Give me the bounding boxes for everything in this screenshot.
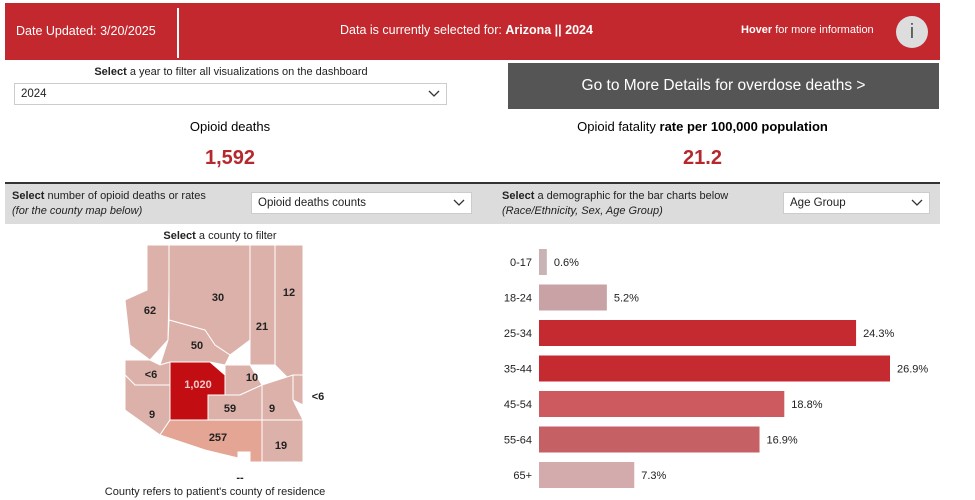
value-label: 24.3% <box>863 328 894 340</box>
county-label: -- <box>236 472 244 484</box>
county-label: <6 <box>145 369 158 381</box>
chevron <box>453 199 465 206</box>
year-selected: 2024 <box>21 88 47 100</box>
county-label: <6 <box>312 391 325 403</box>
county[interactable] <box>274 244 304 381</box>
category-label: 25-34 <box>504 328 532 340</box>
year-filter-text: a year to filter all visualizations on t… <box>129 66 368 78</box>
county-label: 50 <box>191 340 203 352</box>
info-icon[interactable]: i <box>896 16 928 48</box>
county-label: 9 <box>149 409 155 421</box>
county-label: 12 <box>283 287 295 299</box>
kpi-value: 1,592 <box>204 147 256 169</box>
map-title-text: a county to filter <box>198 230 277 242</box>
county-label: 59 <box>224 403 236 415</box>
map-title: Select a county to filter <box>100 230 340 242</box>
selection-prefix: Data is currently selected for: <box>340 23 502 37</box>
county-label: 9 <box>269 403 275 415</box>
measure-dropdown[interactable]: Opioid deaths counts <box>251 192 472 214</box>
details-button[interactable]: Go to More Details for overdose deaths > <box>508 63 939 109</box>
bar[interactable] <box>539 462 635 488</box>
selection: Arizona || 2024 <box>505 23 593 37</box>
kpi-label-bold: rate per 100,000 population <box>659 119 828 134</box>
value-label: 0.6% <box>554 257 579 269</box>
category-label: 65+ <box>513 470 532 482</box>
measure-text: number of opioid deaths or rates <box>47 190 206 202</box>
county[interactable] <box>292 374 304 406</box>
value-label: 16.9% <box>767 435 798 447</box>
kpi-label: Opioid fatality rate per 100,000 populat… <box>470 119 935 134</box>
category-label: 18-24 <box>504 293 532 305</box>
bar[interactable] <box>539 249 547 275</box>
bar[interactable] <box>539 320 857 346</box>
chevron <box>911 199 923 206</box>
measure-selected: Opioid deaths counts <box>258 197 367 209</box>
bar[interactable] <box>539 284 607 311</box>
county[interactable] <box>124 244 170 361</box>
county-label: 30 <box>212 292 224 304</box>
bar[interactable] <box>539 355 890 382</box>
county-label: 21 <box>256 321 268 333</box>
year-filter-label: Select a year to filter all visualizatio… <box>0 66 462 78</box>
demographic-selected: Age Group <box>790 197 846 209</box>
county[interactable] <box>261 419 304 463</box>
value-label: 7.3% <box>641 470 666 482</box>
map-title-bold: Select <box>163 230 196 242</box>
kpi-label: Opioid deaths <box>189 119 271 134</box>
measure-note: (for the county map below) <box>12 205 143 217</box>
selection-info: Data is currently selected for: Arizona … <box>340 23 593 37</box>
demographic-text: a demographic for the bar charts below <box>537 190 729 202</box>
year-dropdown[interactable]: 2024 <box>14 83 447 105</box>
kpi-value: 21.2 <box>683 147 722 169</box>
value-label: 26.9% <box>897 364 928 376</box>
header-bar <box>5 3 940 60</box>
demographic-note: (Race/Ethnicity, Sex, Age Group) <box>502 205 663 217</box>
county-label: 10 <box>246 372 258 384</box>
hover-info: Hover for more information <box>741 24 874 36</box>
county-label: 257 <box>209 432 227 444</box>
measure-bold: Select <box>12 190 45 202</box>
county[interactable] <box>249 244 276 366</box>
county[interactable] <box>159 319 231 366</box>
category-label: 0-17 <box>510 257 532 269</box>
bar[interactable] <box>539 391 785 417</box>
date-updated: Date Updated: 3/20/2025 <box>16 24 156 38</box>
county-label: 19 <box>275 440 287 452</box>
year-filter-bold: Select <box>94 66 127 78</box>
county[interactable] <box>237 451 251 463</box>
map-footnote: County refers to patient's county of res… <box>104 486 326 498</box>
category-label: 55-64 <box>504 435 532 447</box>
value-label: 18.8% <box>791 399 822 411</box>
hover-bold: Hover <box>741 24 773 36</box>
demographic-bold: Select <box>502 190 535 202</box>
divider <box>177 8 179 58</box>
county-label: 62 <box>144 305 156 317</box>
chevron <box>428 90 440 97</box>
county[interactable] <box>207 384 263 421</box>
bar[interactable] <box>539 426 760 453</box>
measure-filter-label: Select number of opioid deaths or rates <box>12 190 206 202</box>
kpi-label-text: Opioid fatality <box>577 119 656 134</box>
demographic-dropdown[interactable]: Age Group <box>783 192 930 214</box>
hover-text: for more information <box>775 24 874 36</box>
category-label: 35-44 <box>504 364 532 376</box>
demographic-filter-label: Select a demographic for the bar charts … <box>502 190 728 202</box>
county-label: 1,020 <box>184 379 212 391</box>
value-label: 5.2% <box>614 293 639 305</box>
category-label: 45-54 <box>504 399 532 411</box>
